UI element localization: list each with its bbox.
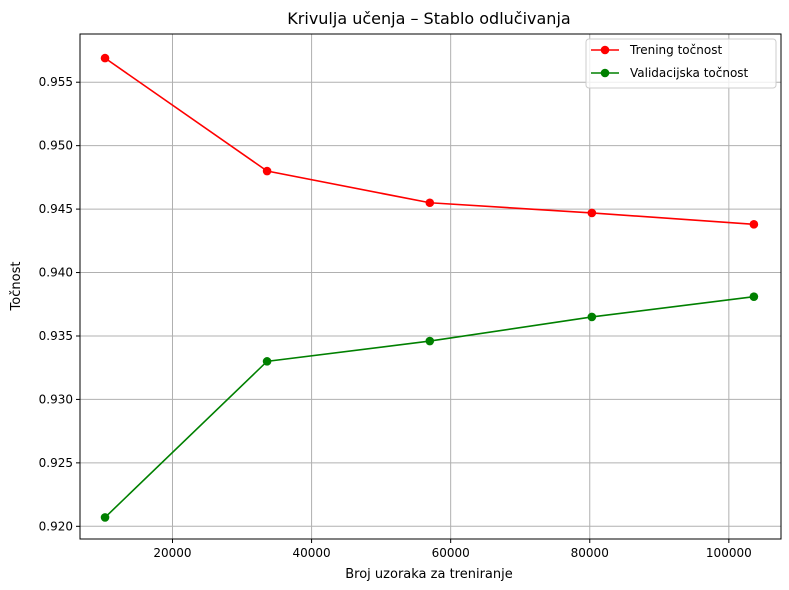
chart-title: Krivulja učenja – Stablo odlučivanja [287, 9, 570, 28]
x-tick-label: 40000 [292, 546, 330, 560]
training-accuracy-point [425, 198, 435, 208]
validation-accuracy-point [425, 336, 435, 346]
x-tick-label: 20000 [153, 546, 191, 560]
plot-area-frame [79, 33, 782, 540]
validation-accuracy-point [587, 312, 597, 322]
grid [80, 34, 781, 539]
y-axis-label: Točnost [9, 262, 24, 312]
axis-ticks: 20000 40000 60000 80000 100000 0.920 0.925 0.93… [39, 75, 752, 560]
legend-training-accuracy-label: Trening točnost [629, 43, 722, 57]
validation-accuracy-point [100, 513, 110, 522]
legend: Trening točnost Validacijska točnost [585, 38, 777, 89]
y-tick-label: 0.940 [39, 266, 73, 280]
y-tick-label: 0.935 [39, 329, 73, 343]
legend-entries: Trening točnost Validacijska točnost [591, 43, 749, 80]
training-accuracy-point [262, 166, 272, 176]
x-axis-label: Broj uzoraka za treniranje [345, 567, 513, 582]
x-tick-label: 100000 [706, 546, 752, 560]
validation-accuracy-point [262, 357, 272, 366]
validation-accuracy-line [104, 295, 754, 519]
training-accuracy-point [749, 220, 759, 229]
y-tick-label: 0.930 [39, 392, 73, 406]
legend-validation-accuracy-marker [600, 68, 610, 78]
training-accuracy-point [587, 208, 597, 218]
legend-training-accuracy-marker [600, 45, 610, 55]
series-layer [100, 53, 759, 522]
validation-accuracy-point [749, 292, 759, 301]
legend-box [585, 38, 777, 89]
x-tick-label: 80000 [571, 546, 609, 560]
y-tick-label: 0.945 [39, 202, 73, 216]
y-tick-label: 0.920 [39, 519, 73, 533]
y-tick-label: 0.925 [39, 456, 73, 470]
legend-validation-accuracy-label: Validacijska točnost [630, 66, 749, 80]
y-tick-label: 0.955 [39, 75, 73, 89]
training-accuracy-point [100, 53, 110, 63]
y-tick-label: 0.950 [39, 139, 73, 153]
x-tick-label: 60000 [432, 546, 470, 560]
